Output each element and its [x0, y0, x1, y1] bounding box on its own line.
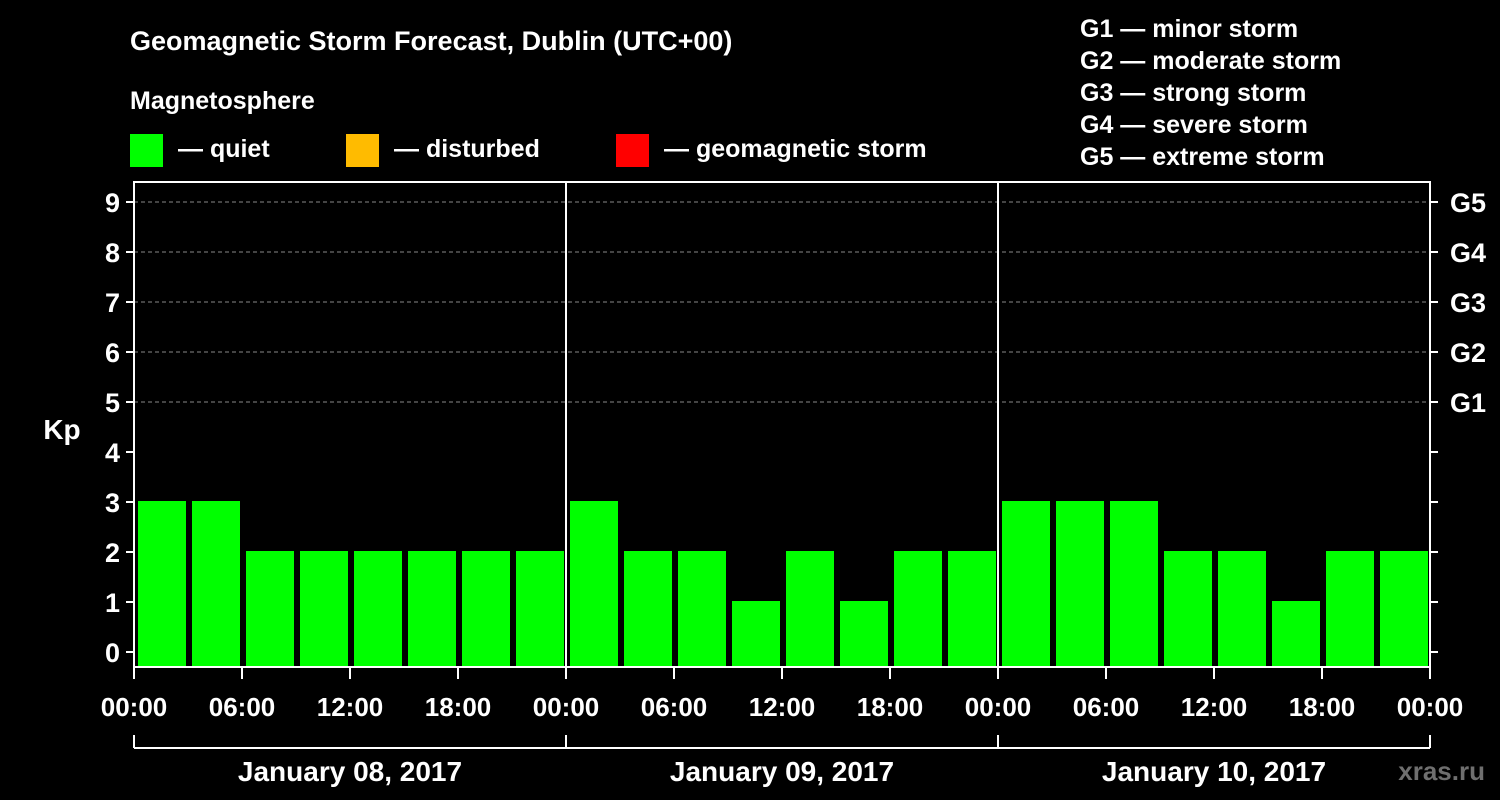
storm-level-label-g4: G4: [1450, 238, 1486, 268]
storm-level-label-g5: G5: [1450, 188, 1486, 218]
y-tick-label-2: 2: [105, 538, 120, 568]
bar-day1-slot2: [192, 501, 240, 667]
x-tick-label-12: 00:00: [1397, 692, 1464, 722]
x-tick-label-3: 18:00: [425, 692, 492, 722]
x-tick-label-7: 18:00: [857, 692, 924, 722]
x-tick-label-9: 06:00: [1073, 692, 1140, 722]
bar-day1-slot6: [408, 551, 456, 667]
watermark: xras.ru: [1398, 756, 1485, 786]
x-tick-label-10: 12:00: [1181, 692, 1248, 722]
legend-label-disturbed: — disturbed: [394, 135, 540, 163]
storm-scale-legend: G1 — minor storm G2 — moderate storm G3 …: [1080, 15, 1341, 171]
bar-day2-slot4: [732, 601, 780, 667]
bar-day2-slot1: [570, 501, 618, 667]
bar-day2-slot3: [678, 551, 726, 667]
bar-day3-slot4: [1164, 551, 1212, 667]
y-tick-label-7: 7: [105, 288, 120, 318]
x-tick-label-6: 12:00: [749, 692, 816, 722]
bar-day2-slot6: [840, 601, 888, 667]
x-tick-label-5: 06:00: [641, 692, 708, 722]
bar-day3-slot8: [1380, 551, 1428, 667]
legend-swatch-disturbed: [346, 134, 379, 167]
bar-day3-slot7: [1326, 551, 1374, 667]
storm-scale-g3: G3 — strong storm: [1080, 79, 1306, 107]
day-label-1: January 08, 2017: [238, 756, 462, 787]
storm-level-label-g2: G2: [1450, 338, 1486, 368]
legend-label-quiet: — quiet: [178, 135, 270, 163]
legend-swatch-quiet: [130, 134, 163, 167]
bar-day3-slot2: [1056, 501, 1104, 667]
y-tick-label-5: 5: [105, 388, 120, 418]
storm-scale-g2: G2 — moderate storm: [1080, 47, 1341, 75]
x-tick-label-4: 00:00: [533, 692, 600, 722]
bar-day1-slot8: [516, 551, 564, 667]
bar-day3-slot3: [1110, 501, 1158, 667]
legend-swatch-storm: [616, 134, 649, 167]
bars: [138, 501, 1428, 667]
bar-day2-slot2: [624, 551, 672, 667]
bar-day3-slot5: [1218, 551, 1266, 667]
bar-day2-slot7: [894, 551, 942, 667]
y-axis-label: Kp: [43, 414, 80, 445]
storm-level-label-g3: G3: [1450, 288, 1486, 318]
y-tick-label-3: 3: [105, 488, 120, 518]
storm-scale-g5: G5 — extreme storm: [1080, 143, 1325, 171]
day-label-2: January 09, 2017: [670, 756, 894, 787]
x-tick-label-2: 12:00: [317, 692, 384, 722]
chart-title: Geomagnetic Storm Forecast, Dublin (UTC+…: [130, 26, 732, 56]
storm-level-label-g1: G1: [1450, 388, 1486, 418]
grid-lines: [134, 201, 1430, 403]
storm-scale-g1: G1 — minor storm: [1080, 15, 1298, 43]
bar-day1-slot5: [354, 551, 402, 667]
bar-day1-slot3: [246, 551, 294, 667]
y-tick-label-4: 4: [105, 438, 120, 468]
bar-day3-slot1: [1002, 501, 1050, 667]
day-brackets: January 08, 2017 January 09, 2017 January …: [133, 735, 1431, 787]
bar-day3-slot6: [1272, 601, 1320, 667]
day-label-3: January 10, 2017: [1102, 756, 1326, 787]
y-tick-label-1: 1: [105, 588, 120, 618]
x-tick-label-8: 00:00: [965, 692, 1032, 722]
storm-level-ticks: G1 G2 G3 G4 G5: [1450, 188, 1486, 418]
y-tick-label-8: 8: [105, 238, 120, 268]
bar-day1-slot7: [462, 551, 510, 667]
y-tick-label-9: 9: [105, 188, 120, 218]
x-tick-label-0: 00:00: [101, 692, 168, 722]
storm-scale-g4: G4 — severe storm: [1080, 111, 1308, 139]
legend-label-storm: — geomagnetic storm: [664, 135, 927, 163]
x-tick-label-11: 18:00: [1289, 692, 1356, 722]
y-axis-ticks: 0 1 2 3 4 5 6 7 8 9: [105, 188, 1438, 668]
x-tick-label-1: 06:00: [209, 692, 276, 722]
bar-day1-slot4: [300, 551, 348, 667]
bar-day1-slot1: [138, 501, 186, 667]
bar-day2-slot8: [948, 551, 996, 667]
x-axis-ticks: 00:00 06:00 12:00 18:00 00:00 06:00 12:00 18:00…: [101, 667, 1464, 722]
y-tick-label-6: 6: [105, 338, 120, 368]
y-tick-label-0: 0: [105, 638, 120, 668]
legend: — quiet — disturbed — geomagnetic storm: [130, 134, 927, 167]
legend-heading: Magnetosphere: [130, 87, 315, 115]
bar-day2-slot5: [786, 551, 834, 667]
